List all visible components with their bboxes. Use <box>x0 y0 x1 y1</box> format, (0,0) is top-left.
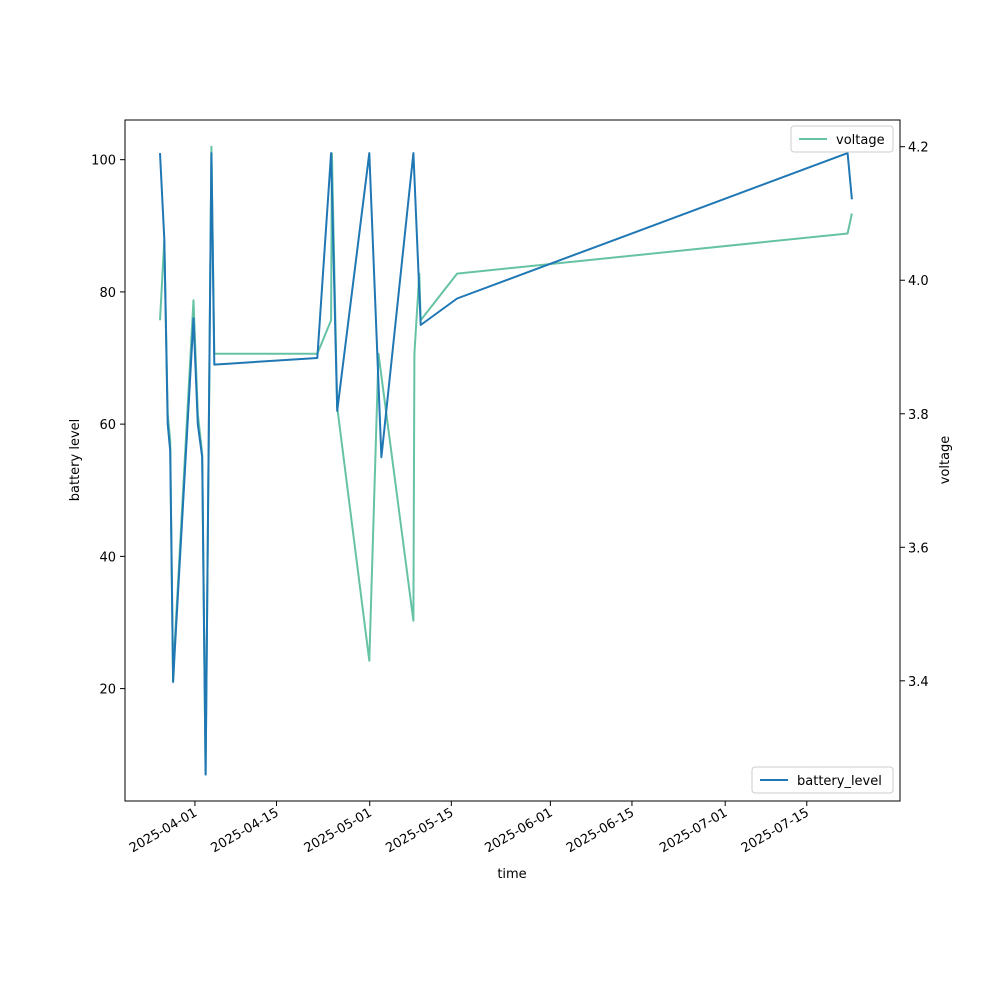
y2-tick-label: 3.6 <box>908 541 929 556</box>
plot-frame <box>124 119 901 802</box>
y2-tick-label: 3.4 <box>908 675 929 690</box>
y-axis-right: 3.4 3.6 3.8 4.0 4.2 <box>900 141 929 690</box>
y-axis-right-title: voltage <box>938 436 953 485</box>
y2-tick-label: 4.2 <box>908 141 929 156</box>
y-tick-label: 60 <box>99 418 116 433</box>
legend-voltage-box <box>790 125 894 153</box>
legend-battery-level-label: battery_level <box>797 774 882 789</box>
legend-battery-level: battery_level <box>751 766 894 794</box>
legend-battery-level-box <box>751 766 894 794</box>
y-tick-label: 80 <box>99 286 116 301</box>
y-tick-label: 20 <box>99 683 116 698</box>
y-tick-label: 100 <box>91 154 116 169</box>
legend-voltage-label: voltage <box>836 133 885 148</box>
y2-tick-label: 3.8 <box>908 408 929 423</box>
series-line-battery-level <box>159 152 853 776</box>
y-axis-left-title: battery level <box>68 419 83 502</box>
x-axis-title: time <box>497 867 526 882</box>
legend-voltage: voltage <box>790 125 894 153</box>
y-axis-left: 20 40 60 80 100 <box>91 154 125 698</box>
plot-lines <box>159 145 853 776</box>
y-tick-label: 40 <box>99 550 116 565</box>
y2-tick-label: 4.0 <box>908 274 929 289</box>
